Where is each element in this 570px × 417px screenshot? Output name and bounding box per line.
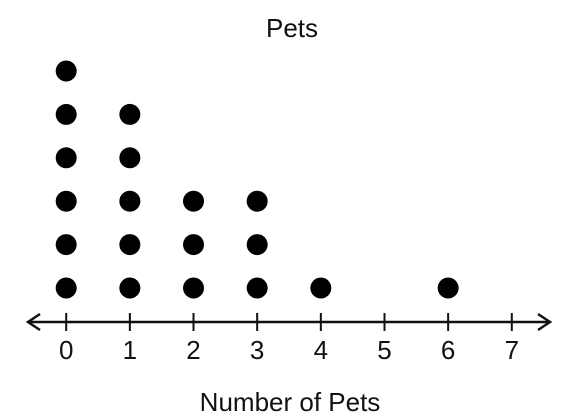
dot (55, 234, 77, 256)
chart-title: Pets (266, 13, 318, 43)
x-tick-label: 3 (250, 335, 264, 365)
x-tick-label: 1 (123, 335, 137, 365)
dot (246, 190, 268, 212)
dot (310, 277, 332, 299)
dot (119, 147, 141, 169)
axis-arrow-left (25, 312, 41, 332)
dot (119, 277, 141, 299)
dot (55, 190, 77, 212)
dot (55, 277, 77, 299)
dot (183, 234, 205, 256)
dot (119, 234, 141, 256)
x-tick-label: 6 (441, 335, 455, 365)
x-tick-label: 0 (59, 335, 73, 365)
axis-arrow-right (537, 312, 553, 332)
dot (437, 277, 459, 299)
dot (119, 190, 141, 212)
x-axis-label: Number of Pets (200, 387, 381, 417)
dot (55, 103, 77, 125)
x-tick-label: 4 (314, 335, 328, 365)
dot (55, 147, 77, 169)
dot (119, 103, 141, 125)
dot (183, 277, 205, 299)
x-tick-label: 2 (186, 335, 200, 365)
x-tick-label: 5 (377, 335, 391, 365)
dot (246, 277, 268, 299)
dot (183, 190, 205, 212)
dot (55, 60, 77, 82)
x-tick-label: 7 (505, 335, 519, 365)
dot (246, 234, 268, 256)
